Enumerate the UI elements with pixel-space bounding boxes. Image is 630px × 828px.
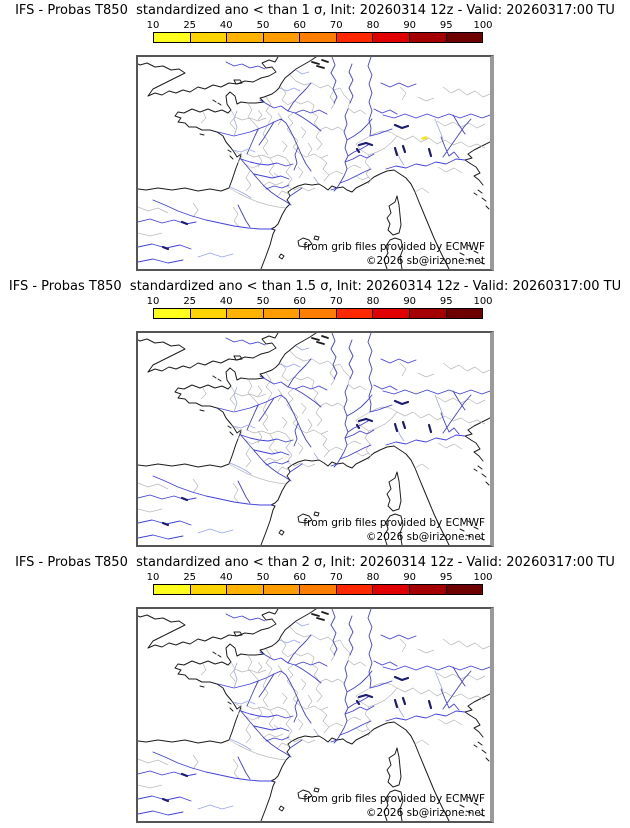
map-canvas: from grib files provided by ECMWF ©2026 … <box>136 55 494 271</box>
colorbar-segment <box>446 33 483 42</box>
colorbar-segment <box>154 585 191 594</box>
colorbar-tick-label: 90 <box>403 20 417 31</box>
copyright-text: ©2026 sb@irizone.net <box>366 255 485 267</box>
colorbar-segment <box>227 33 264 42</box>
colorbar-segment <box>154 33 191 42</box>
colorbar-tick-label: 25 <box>183 20 197 31</box>
france-map <box>138 609 490 821</box>
attribution-text: from grib files provided by ECMWF <box>303 517 485 529</box>
colorbar-tick-label: 40 <box>219 296 233 307</box>
colorbar-tick-label: 80 <box>366 572 380 583</box>
colorbar-ticks: 10 25 40 50 60 70 80 90 95 100 <box>147 572 493 584</box>
colorbar-segments <box>153 32 483 43</box>
panel-threshold-2-sigma: IFS - Probas T850 standardized ano < tha… <box>0 552 630 828</box>
colorbar-segment <box>373 309 410 318</box>
colorbar-tick-label: 60 <box>293 572 307 583</box>
colorbar-tick-label: 90 <box>403 296 417 307</box>
colorbar-segment <box>373 33 410 42</box>
probability-spot <box>421 136 428 140</box>
colorbar-segment <box>446 309 483 318</box>
colorbar-segment <box>409 33 447 42</box>
colorbar-segments <box>153 584 483 595</box>
attribution-text: from grib files provided by ECMWF <box>303 241 485 253</box>
colorbar-segment <box>336 585 374 594</box>
colorbar-segment <box>263 309 301 318</box>
colorbar-tick-label: 40 <box>219 20 233 31</box>
colorbar-tick-label: 60 <box>293 20 307 31</box>
colorbar-tick-label: 50 <box>256 20 270 31</box>
colorbar-ticks: 10 25 40 50 60 70 80 90 95 100 <box>147 20 493 32</box>
colorbar-tick-label: 50 <box>256 572 270 583</box>
colorbar-segment <box>154 309 191 318</box>
attribution-text: from grib files provided by ECMWF <box>303 793 485 805</box>
colorbar-segment <box>336 309 374 318</box>
colorbar-segment <box>190 33 228 42</box>
colorbar-segment <box>263 585 301 594</box>
map-canvas: from grib files provided by ECMWF ©2026 … <box>136 331 494 547</box>
colorbar-tick-label: 60 <box>293 296 307 307</box>
panel-title: IFS - Probas T850 standardized ano < tha… <box>15 3 615 18</box>
colorbar-tick-label: 80 <box>366 296 380 307</box>
colorbar-segment <box>227 585 264 594</box>
map-canvas: from grib files provided by ECMWF ©2026 … <box>136 607 494 823</box>
colorbar-tick-label: 70 <box>329 296 343 307</box>
colorbar-tick-label: 10 <box>146 572 160 583</box>
copyright-text: ©2026 sb@irizone.net <box>366 531 485 543</box>
panel-title: IFS - Probas T850 standardized ano < tha… <box>15 555 615 570</box>
colorbar-tick-label: 25 <box>183 572 197 583</box>
colorbar-segment <box>300 585 337 594</box>
colorbar-segment <box>227 309 264 318</box>
colorbar-tick-label: 100 <box>473 572 493 583</box>
colorbar-tick-label: 50 <box>256 296 270 307</box>
colorbar-segment <box>373 585 410 594</box>
colorbar: 10 25 40 50 60 70 80 90 95 100 <box>147 20 493 43</box>
colorbar-tick-label: 25 <box>183 296 197 307</box>
panel-threshold-1-sigma: IFS - Probas T850 standardized ano < tha… <box>0 0 630 276</box>
colorbar-tick-label: 95 <box>439 572 453 583</box>
colorbar-tick-label: 70 <box>329 572 343 583</box>
colorbar-segment <box>300 309 337 318</box>
france-map <box>138 333 490 545</box>
colorbar-tick-label: 10 <box>146 20 160 31</box>
france-map <box>138 57 490 269</box>
colorbar-segment <box>446 585 483 594</box>
colorbar-tick-label: 95 <box>439 20 453 31</box>
colorbar-tick-label: 80 <box>366 20 380 31</box>
colorbar-tick-label: 100 <box>473 20 493 31</box>
colorbar-segment <box>409 585 447 594</box>
colorbar-segment <box>336 33 374 42</box>
colorbar: 10 25 40 50 60 70 80 90 95 100 <box>147 572 493 595</box>
colorbar-tick-label: 10 <box>146 296 160 307</box>
copyright-text: ©2026 sb@irizone.net <box>366 807 485 819</box>
colorbar-tick-label: 100 <box>473 296 493 307</box>
panel-title: IFS - Probas T850 standardized ano < tha… <box>8 279 622 294</box>
colorbar-tick-label: 95 <box>439 296 453 307</box>
colorbar: 10 25 40 50 60 70 80 90 95 100 <box>147 296 493 319</box>
colorbar-tick-label: 40 <box>219 572 233 583</box>
colorbar-tick-label: 70 <box>329 20 343 31</box>
colorbar-ticks: 10 25 40 50 60 70 80 90 95 100 <box>147 296 493 308</box>
colorbar-segment <box>409 309 447 318</box>
colorbar-tick-label: 90 <box>403 572 417 583</box>
panel-threshold-1p5-sigma: IFS - Probas T850 standardized ano < tha… <box>0 276 630 552</box>
colorbar-segment <box>300 33 337 42</box>
colorbar-segment <box>263 33 301 42</box>
colorbar-segments <box>153 308 483 319</box>
colorbar-segment <box>190 309 228 318</box>
colorbar-segment <box>190 585 228 594</box>
